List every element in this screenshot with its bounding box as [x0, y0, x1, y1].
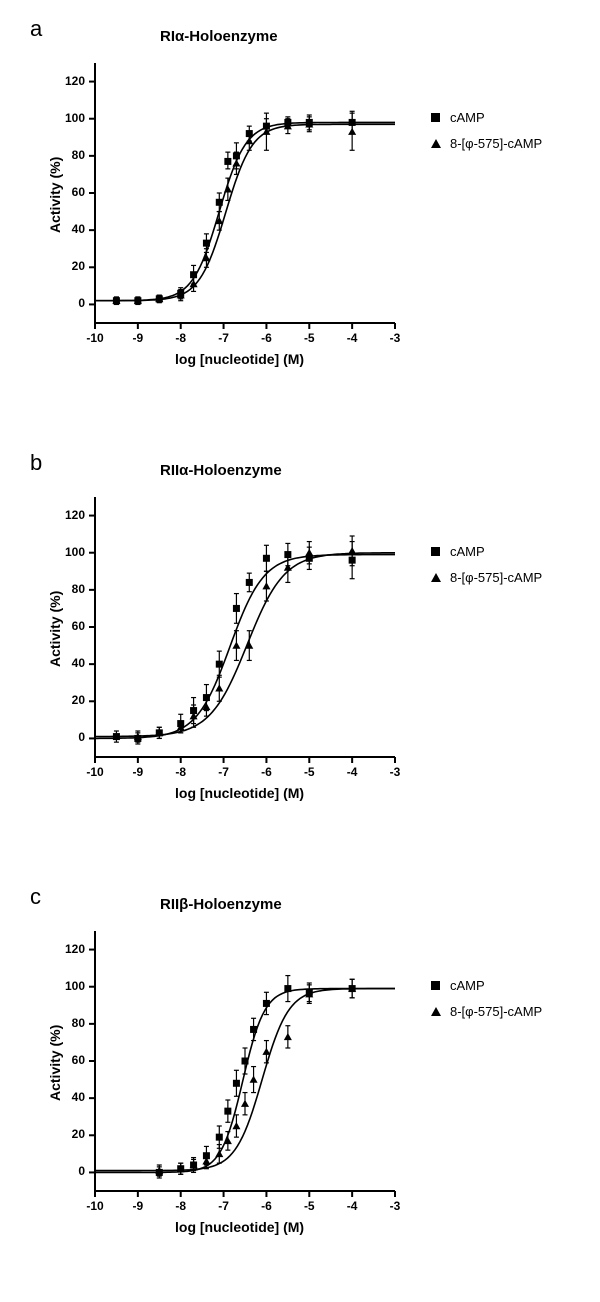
legend-item: cAMP	[430, 976, 542, 994]
legend: cAMP 8-[φ-575]-cAMP	[430, 976, 542, 1028]
y-tick-label: 20	[57, 259, 85, 273]
y-tick-label: 0	[57, 730, 85, 744]
x-tick-label: -10	[80, 1199, 110, 1213]
y-axis-label: Activity (%)	[47, 1025, 63, 1101]
x-tick-label: -9	[123, 1199, 153, 1213]
legend-label: cAMP	[450, 544, 485, 559]
legend-item: 8-[φ-575]-cAMP	[430, 568, 542, 586]
y-tick-label: 20	[57, 1127, 85, 1141]
legend: cAMP 8-[φ-575]-cAMP	[430, 542, 542, 594]
x-tick-label: -8	[166, 1199, 196, 1213]
legend-marker-icon	[430, 112, 440, 122]
x-tick-label: -7	[209, 765, 239, 779]
x-tick-label: -6	[251, 1199, 281, 1213]
x-tick-label: -3	[380, 331, 410, 345]
x-tick-label: -9	[123, 765, 153, 779]
panel-label: c	[30, 884, 41, 910]
x-tick-label: -8	[166, 765, 196, 779]
legend-label: 8-[φ-575]-cAMP	[450, 570, 542, 585]
legend-label: cAMP	[450, 978, 485, 993]
panel-label: a	[30, 16, 42, 42]
legend-item: 8-[φ-575]-cAMP	[430, 134, 542, 152]
legend-label: cAMP	[450, 110, 485, 125]
y-tick-label: 120	[57, 942, 85, 956]
legend-item: cAMP	[430, 542, 542, 560]
x-tick-label: -5	[294, 1199, 324, 1213]
chart-plot	[95, 497, 395, 757]
legend-marker-icon	[430, 980, 440, 990]
y-tick-label: 120	[57, 74, 85, 88]
x-tick-label: -9	[123, 331, 153, 345]
x-tick-label: -4	[337, 1199, 367, 1213]
legend-marker-icon	[430, 572, 440, 582]
x-tick-label: -10	[80, 765, 110, 779]
legend-label: 8-[φ-575]-cAMP	[450, 1004, 542, 1019]
x-tick-label: -6	[251, 331, 281, 345]
y-tick-label: 0	[57, 296, 85, 310]
legend-label: 8-[φ-575]-cAMP	[450, 136, 542, 151]
legend-marker-icon	[430, 546, 440, 556]
x-tick-label: -4	[337, 331, 367, 345]
x-tick-label: -6	[251, 765, 281, 779]
legend: cAMP 8-[φ-575]-cAMP	[430, 108, 542, 160]
y-tick-label: 100	[57, 545, 85, 559]
x-axis-label: log [nucleotide] (M)	[175, 351, 304, 367]
panel-title: RIIα-Holoenzyme	[160, 462, 282, 479]
x-tick-label: -7	[209, 331, 239, 345]
x-tick-label: -8	[166, 331, 196, 345]
figure-container: aRIα-Holoenzyme020406080100120-10-9-8-7-…	[0, 0, 600, 1302]
panel-title: RIα-Holoenzyme	[160, 28, 278, 45]
chart-plot	[95, 63, 395, 323]
legend-marker-icon	[430, 1006, 440, 1016]
y-tick-label: 100	[57, 979, 85, 993]
x-tick-label: -4	[337, 765, 367, 779]
panel-label: b	[30, 450, 42, 476]
y-tick-label: 0	[57, 1164, 85, 1178]
x-tick-label: -5	[294, 331, 324, 345]
legend-item: cAMP	[430, 108, 542, 126]
legend-marker-icon	[430, 138, 440, 148]
x-tick-label: -3	[380, 1199, 410, 1213]
x-tick-label: -3	[380, 765, 410, 779]
x-axis-label: log [nucleotide] (M)	[175, 1219, 304, 1235]
x-axis-label: log [nucleotide] (M)	[175, 785, 304, 801]
x-tick-label: -7	[209, 1199, 239, 1213]
y-tick-label: 120	[57, 508, 85, 522]
x-tick-label: -10	[80, 331, 110, 345]
x-tick-label: -5	[294, 765, 324, 779]
y-tick-label: 100	[57, 111, 85, 125]
panel-title: RIIβ-Holoenzyme	[160, 896, 282, 913]
y-axis-label: Activity (%)	[47, 591, 63, 667]
legend-item: 8-[φ-575]-cAMP	[430, 1002, 542, 1020]
chart-plot	[95, 931, 395, 1191]
y-axis-label: Activity (%)	[47, 157, 63, 233]
y-tick-label: 20	[57, 693, 85, 707]
